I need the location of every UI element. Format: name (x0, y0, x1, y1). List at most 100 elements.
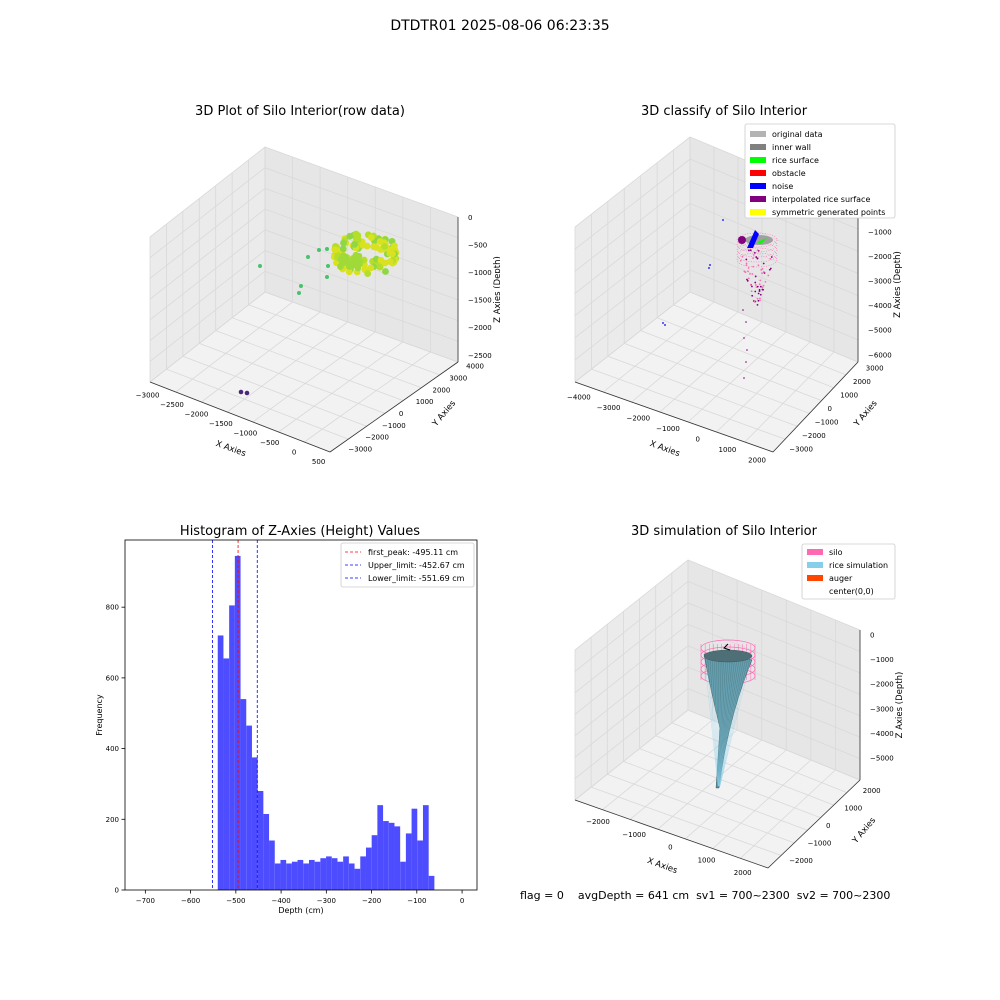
scatter-point (751, 285, 753, 288)
legend-label: rice simulation (829, 561, 888, 570)
y-axis-label: Y Axies (852, 398, 880, 429)
scatter-point (755, 256, 758, 258)
legend-swatch (750, 131, 766, 137)
interpolated-point (738, 236, 746, 244)
grid-line (716, 341, 811, 433)
histogram-bar (269, 840, 275, 890)
scatter-point (762, 262, 765, 265)
legend-label: interpolated rice surface (772, 195, 870, 204)
z-tick-label: 0 (870, 632, 874, 640)
floor-pane (575, 292, 858, 452)
y-axis-line (329, 361, 459, 453)
legend-label: Lower_limit: -551.69 cm (368, 574, 465, 583)
x-tick-label: −600 (181, 897, 200, 905)
x-axis-line (149, 381, 331, 453)
legend-label: original data (772, 130, 823, 139)
z-tick-label: −4000 (870, 730, 894, 738)
grid-line (687, 709, 861, 781)
grid-line (744, 351, 835, 443)
surface-mesh-line (719, 653, 753, 787)
symmetric-ring (736, 237, 778, 253)
grid-line (252, 331, 376, 423)
scatter-point (759, 293, 762, 296)
scatter-point (748, 249, 750, 252)
y-tick-label: 2000 (853, 378, 871, 386)
scatter-point (754, 281, 757, 284)
surface-mesh-line (715, 656, 719, 787)
scatter-point (352, 251, 360, 259)
grid-line (607, 355, 798, 427)
histogram-bar (303, 863, 309, 890)
x-tick-label: −300 (317, 897, 336, 905)
grid-line (226, 321, 348, 413)
grid-line (591, 786, 782, 856)
legend-swatch (750, 209, 766, 215)
x-tick-label: 0 (668, 844, 672, 852)
y-tick-label: −1000 (815, 419, 839, 427)
y-tick-label: 0 (826, 822, 830, 830)
legend-box (744, 123, 896, 219)
y-tick-label: 800 (106, 604, 119, 612)
grid-line (304, 351, 431, 443)
histogram-bar (308, 859, 315, 890)
histogram-bar (246, 725, 252, 890)
z-tick-label: −1000 (870, 656, 894, 664)
y-tick-label: −2000 (365, 434, 389, 442)
grid-line (631, 311, 739, 403)
scatter-point (238, 389, 244, 395)
panel4-title: 3D simulation of Silo Interior (631, 524, 817, 539)
legend-swatch (807, 549, 823, 555)
y-tick-label: 200 (106, 816, 119, 824)
y-tick-label: 1000 (416, 398, 434, 406)
x-tick-label: 2000 (748, 457, 766, 465)
x-tick-label: 1000 (698, 856, 716, 864)
z-axis-label: Z Axies (Depth) (493, 256, 500, 323)
scatter-point (768, 268, 771, 271)
z-tick-label: −5000 (868, 327, 892, 335)
y-axis-label: Y Axies (430, 398, 458, 429)
y-tick-label: −2000 (802, 432, 826, 440)
scatter-point (759, 297, 761, 300)
grid-line (656, 317, 834, 389)
histogram-bar (274, 863, 281, 890)
scatter-point (758, 290, 761, 293)
y-tick-label: 1000 (840, 392, 858, 400)
x-axis-label: X Axies (648, 439, 681, 459)
x-tick-label: −1000 (622, 831, 646, 839)
rice-top-surface (703, 649, 753, 663)
x-tick-label: −200 (362, 897, 381, 905)
scatter-point (306, 255, 310, 259)
y-tick-label: 3000 (449, 375, 467, 383)
scatter-point (745, 264, 748, 267)
legend-label: auger (829, 574, 853, 583)
histogram-bar (405, 833, 412, 890)
histogram-bar (428, 875, 435, 890)
symmetric-ring (736, 252, 778, 268)
histogram-bar (331, 858, 338, 890)
grid-line (639, 748, 821, 819)
surface-mesh-line (719, 655, 748, 787)
grid-line (278, 341, 404, 433)
scatter-point (757, 264, 760, 267)
histogram-bar (297, 859, 304, 890)
histogram-bar (411, 808, 418, 890)
scatter-point (339, 245, 347, 253)
scatter-point (758, 288, 761, 291)
legend-swatch (807, 562, 823, 568)
scatter-point (759, 279, 762, 282)
histogram-bar (314, 861, 321, 890)
histogram-bar (326, 856, 332, 890)
x-axis-line (574, 381, 774, 453)
y-tick-label: −3000 (789, 446, 813, 454)
surface-mesh-line (719, 656, 744, 787)
scatter-point (760, 268, 763, 271)
legend-label: first_peak: -495.11 cm (368, 548, 458, 557)
y-tick-label: 1000 (844, 804, 862, 812)
grid-line (671, 722, 848, 793)
histogram-bar (348, 863, 355, 890)
flag-text: flag = 0 (520, 889, 564, 902)
noise-cluster (747, 230, 759, 248)
x-axis-line (574, 799, 769, 869)
scatter-point (749, 283, 752, 286)
histogram-bar (251, 757, 258, 890)
